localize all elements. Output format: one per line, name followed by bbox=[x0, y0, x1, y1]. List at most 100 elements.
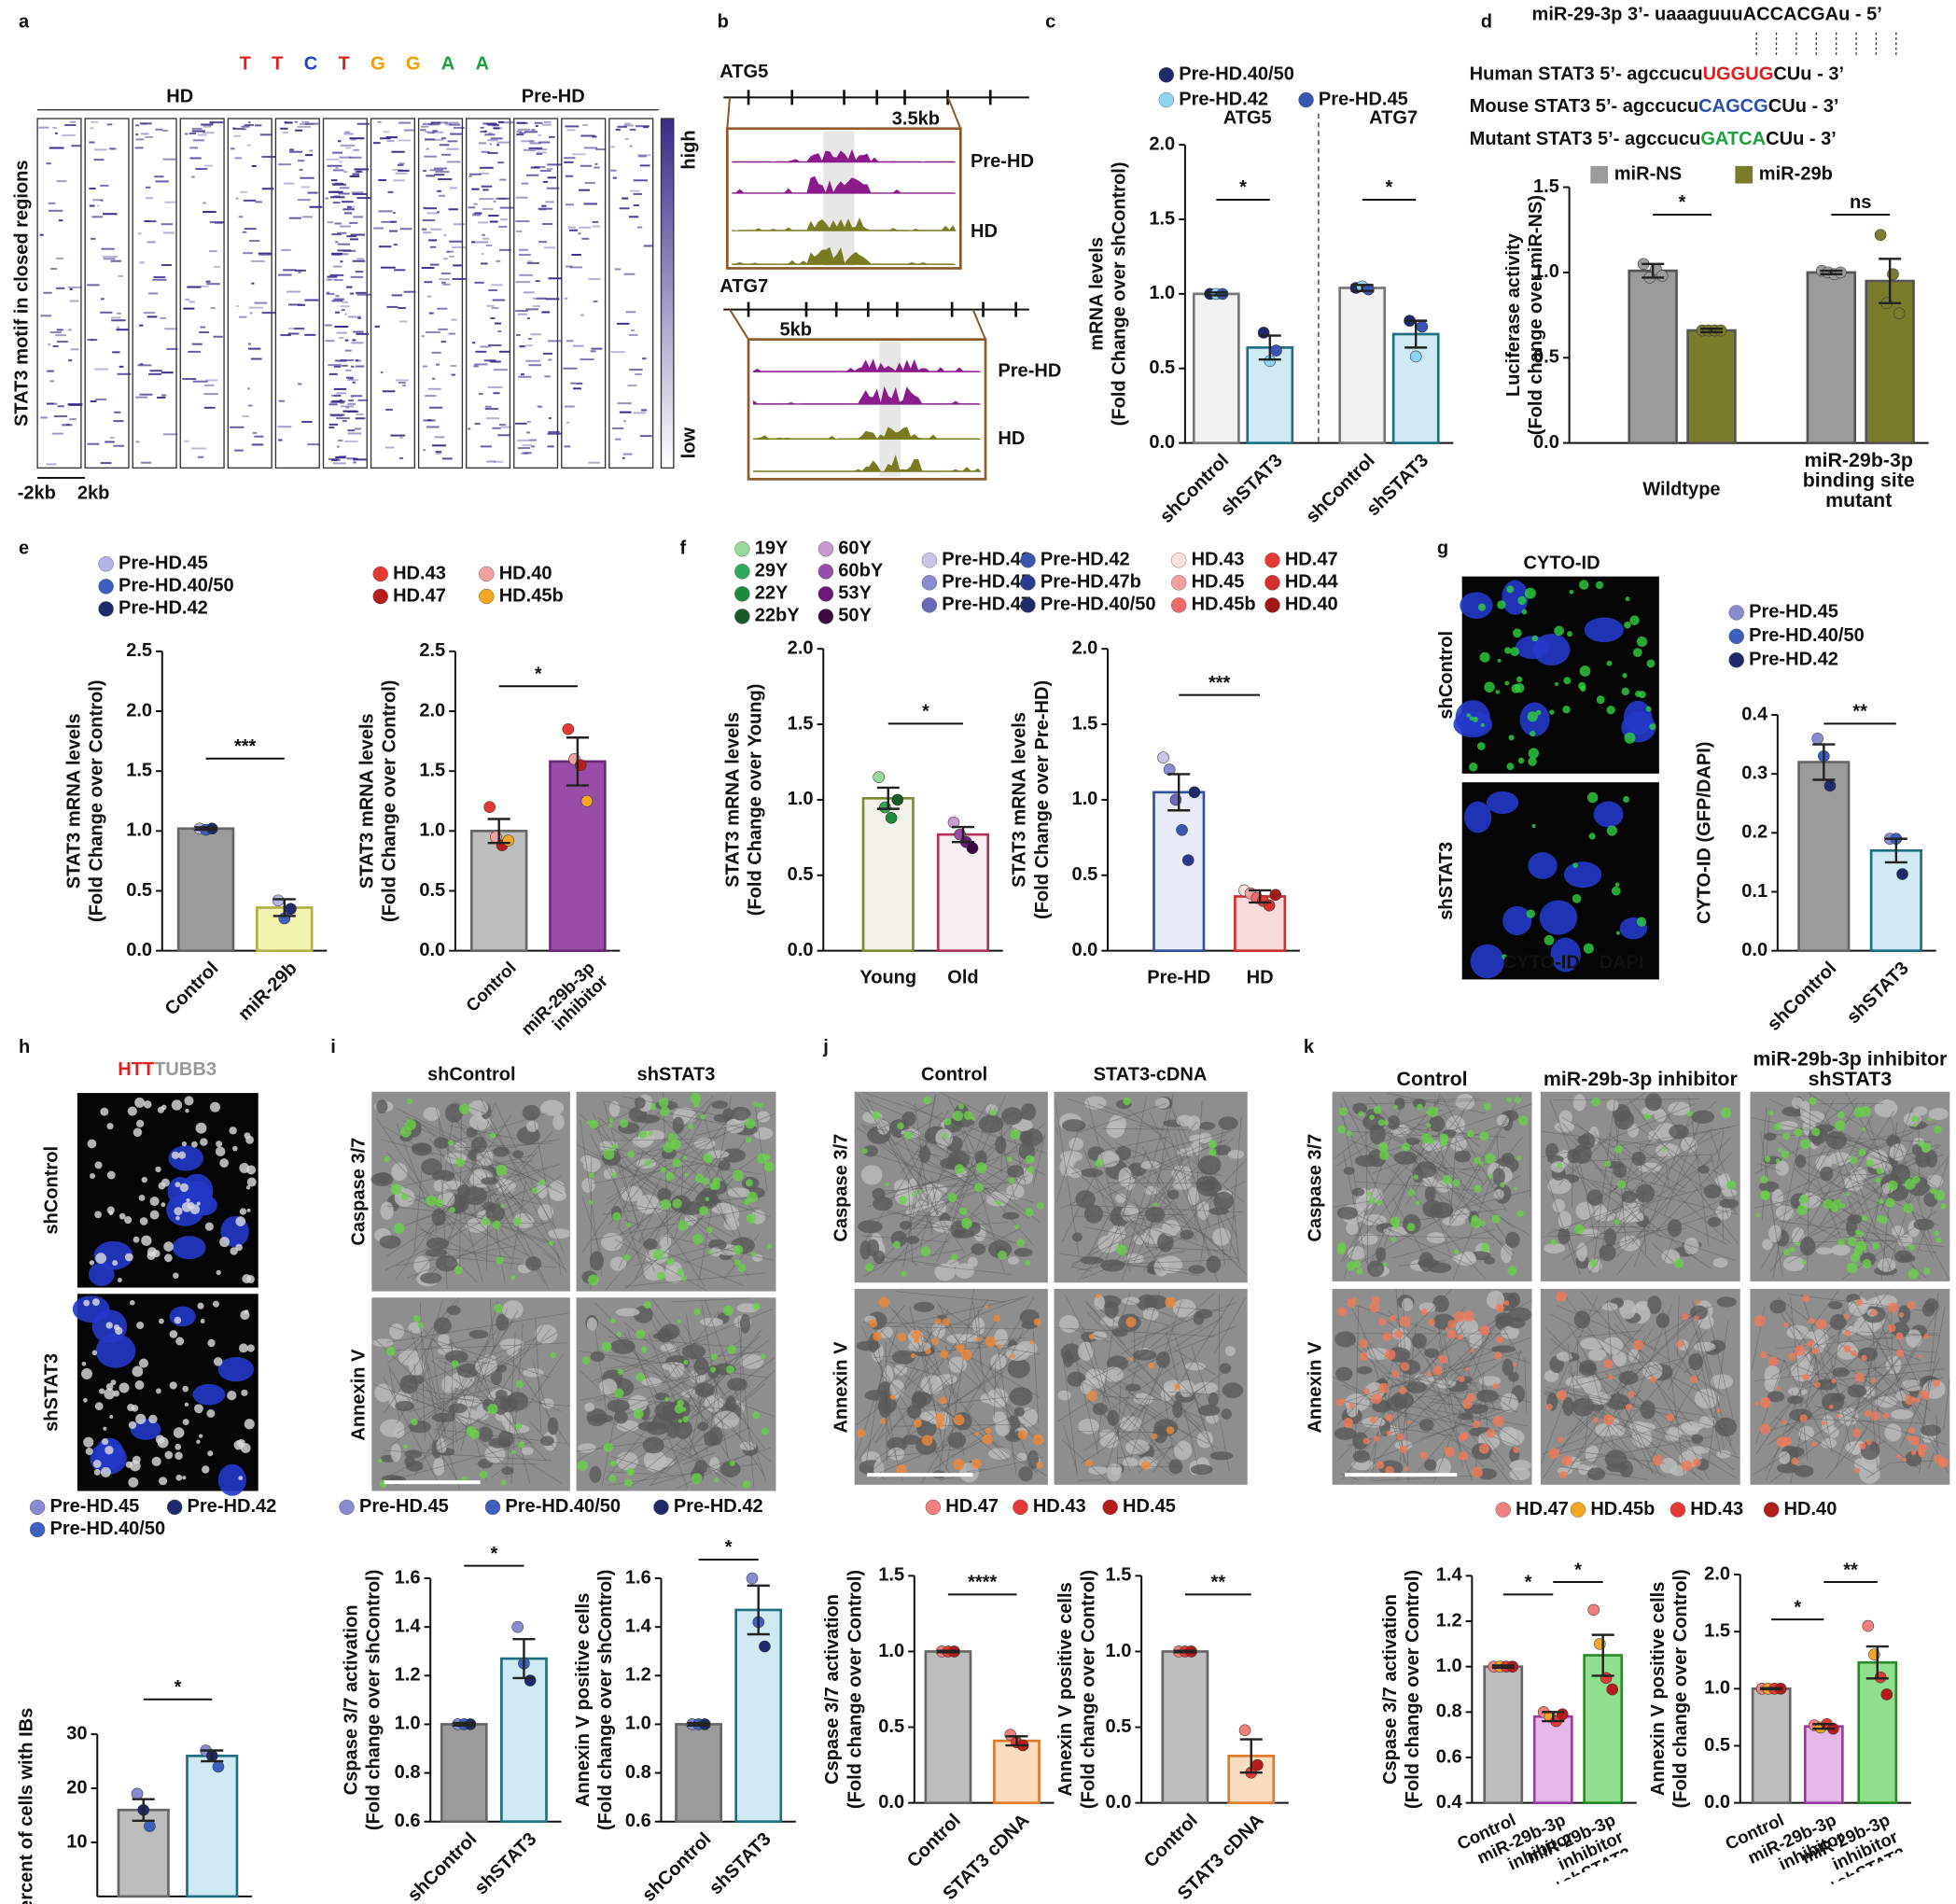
heatmap-signal bbox=[333, 195, 340, 197]
cell bbox=[1194, 1312, 1205, 1325]
heatmap-signal bbox=[641, 409, 647, 411]
stain-dot bbox=[115, 1327, 122, 1335]
heatmap-signal bbox=[92, 199, 103, 201]
heatmap-signal bbox=[68, 359, 72, 361]
cell bbox=[434, 1180, 449, 1192]
heatmap-signal bbox=[155, 180, 168, 182]
heatmap-signal bbox=[332, 152, 342, 154]
cell bbox=[1764, 1376, 1777, 1392]
track-label: Pre-HD bbox=[971, 151, 1034, 172]
data-point bbox=[967, 843, 978, 854]
stain-dot bbox=[634, 1408, 644, 1419]
heatmap-signal bbox=[449, 208, 458, 210]
stain-dot bbox=[183, 1419, 189, 1425]
stain-dot bbox=[1844, 1330, 1851, 1337]
cell bbox=[914, 1302, 934, 1312]
stain-dot bbox=[1802, 1260, 1807, 1265]
heatmap-signal bbox=[329, 424, 338, 426]
heatmap-signal bbox=[49, 380, 54, 382]
cell bbox=[616, 1308, 640, 1316]
heatmap-signal bbox=[142, 123, 147, 125]
heatmap-signal bbox=[68, 403, 83, 405]
heatmap-signal bbox=[204, 385, 214, 386]
heatmap-signal bbox=[248, 348, 260, 350]
stain-dot bbox=[106, 1123, 113, 1129]
cell bbox=[1454, 1150, 1471, 1162]
stain-dot bbox=[1447, 1320, 1456, 1328]
cell bbox=[1876, 1396, 1897, 1407]
data-point bbox=[1251, 1759, 1263, 1771]
heatmap-signal bbox=[426, 148, 429, 150]
stain-dot bbox=[103, 1427, 106, 1431]
stain-dot bbox=[1549, 709, 1554, 714]
stain-dot bbox=[1532, 636, 1539, 642]
cell bbox=[858, 1220, 883, 1233]
heatmap-signal bbox=[192, 128, 203, 130]
y-axis-label: (Fold change over Control) bbox=[1403, 1570, 1423, 1809]
stain-dot bbox=[152, 1457, 161, 1466]
stain-dot bbox=[1921, 1143, 1932, 1154]
stain-dot bbox=[142, 1177, 147, 1183]
color-bar bbox=[661, 119, 673, 468]
stain-dot bbox=[1473, 1421, 1480, 1428]
stain-dot bbox=[1378, 1119, 1385, 1126]
heatmap-signal bbox=[488, 133, 492, 134]
stain-dot bbox=[948, 1193, 957, 1202]
stain-dot bbox=[1814, 1381, 1820, 1387]
heatmap-signal bbox=[344, 132, 350, 133]
heatmap-label: Pre-HD bbox=[522, 87, 585, 107]
stain-dot bbox=[1407, 1223, 1416, 1231]
heatmap-signal bbox=[280, 334, 291, 336]
legend-label: Pre-HD.47 bbox=[942, 595, 1031, 615]
heatmap-signal bbox=[434, 174, 444, 175]
stain-dot bbox=[961, 1350, 972, 1361]
heatmap-signal bbox=[189, 133, 197, 134]
signal-track bbox=[753, 359, 980, 371]
stain-dot bbox=[912, 1330, 922, 1340]
stain-dot bbox=[1516, 677, 1523, 683]
heatmap-signal bbox=[332, 400, 342, 402]
stain-dot bbox=[413, 1315, 421, 1323]
heatmap-signal bbox=[40, 416, 48, 418]
stain-dot bbox=[901, 1271, 907, 1277]
cell bbox=[1069, 1138, 1083, 1151]
stain-dot bbox=[614, 1388, 623, 1397]
stain-dot bbox=[205, 1223, 214, 1231]
stain-dot bbox=[1862, 1215, 1867, 1221]
stain-dot bbox=[940, 1350, 948, 1358]
stain-dot bbox=[1347, 1130, 1352, 1136]
legend-label: HD.43 bbox=[1690, 1499, 1743, 1519]
stain-dot bbox=[136, 1322, 144, 1329]
axis-label: STAT3 motif in closed regions bbox=[11, 160, 32, 427]
y-tick-label: 0.6 bbox=[625, 1811, 651, 1831]
heatmap-signal bbox=[448, 140, 458, 142]
data-point bbox=[1881, 1688, 1893, 1700]
heatmap-signal bbox=[163, 433, 177, 435]
heatmap-signal bbox=[331, 253, 342, 255]
heatmap-signal bbox=[357, 294, 371, 296]
cell bbox=[589, 1466, 601, 1483]
stain-dot bbox=[944, 1118, 952, 1126]
nucleus bbox=[1585, 617, 1624, 642]
heatmap-signal bbox=[301, 421, 312, 423]
heatmap-signal bbox=[537, 152, 546, 154]
heatmap-signal bbox=[440, 144, 449, 146]
legend-marker bbox=[1299, 92, 1314, 107]
heatmap-signal bbox=[450, 133, 462, 135]
heatmap-signal bbox=[335, 312, 340, 314]
heatmap-signal bbox=[333, 266, 342, 268]
stain-dot bbox=[1465, 1367, 1469, 1371]
heatmap-signal bbox=[339, 337, 343, 339]
heatmap-signal bbox=[435, 171, 449, 173]
heatmap-signal bbox=[526, 175, 538, 176]
stain-dot bbox=[1795, 1345, 1806, 1356]
stain-dot bbox=[1544, 935, 1555, 945]
heatmap-signal bbox=[155, 129, 162, 131]
legend-marker bbox=[1729, 605, 1744, 620]
cell bbox=[1207, 1255, 1222, 1273]
data-point bbox=[759, 1641, 770, 1652]
stain-dot bbox=[1823, 1199, 1834, 1210]
heatmap-signal bbox=[91, 238, 95, 240]
heatmap-signal bbox=[336, 332, 346, 334]
heatmap-signal bbox=[444, 122, 459, 124]
